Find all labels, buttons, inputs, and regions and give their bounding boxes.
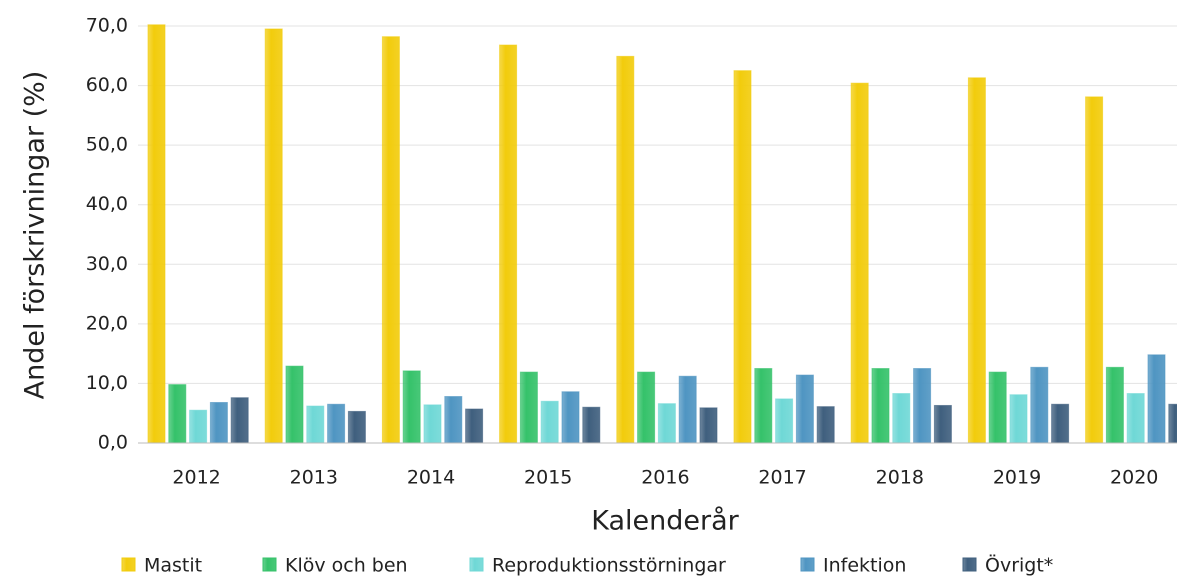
y-tick-label: 0,0 — [98, 432, 128, 454]
legend-label: Mastit — [144, 555, 202, 577]
legend-label: Infektion — [823, 555, 906, 577]
bar — [816, 406, 835, 444]
bar — [733, 70, 752, 444]
bar — [871, 368, 890, 444]
bar — [775, 398, 794, 444]
bar — [582, 406, 601, 444]
x-tick-label: 2014 — [407, 467, 455, 489]
bar — [754, 368, 773, 444]
x-axis-title: Kalenderår — [591, 506, 739, 537]
bar — [347, 410, 366, 444]
x-tick-label: 2017 — [758, 467, 806, 489]
bar — [1105, 366, 1124, 444]
bar — [1030, 366, 1049, 444]
legend-label: Reproduktionsstörningar — [492, 555, 726, 577]
bar — [850, 82, 869, 444]
legend-swatch — [962, 557, 977, 572]
bar — [444, 396, 463, 444]
bar — [147, 24, 166, 444]
bar — [168, 384, 187, 444]
bar — [892, 393, 911, 444]
bar — [1085, 96, 1104, 444]
legend-swatch — [800, 557, 815, 572]
bar — [1051, 403, 1070, 444]
bar — [1168, 403, 1177, 444]
y-tick-label: 30,0 — [86, 253, 128, 275]
bar — [264, 28, 283, 444]
x-tick-label: 2020 — [1110, 467, 1158, 489]
legend-label: Klöv och ben — [285, 555, 408, 577]
y-tick-label: 20,0 — [86, 312, 128, 334]
x-tick-label: 2018 — [876, 467, 924, 489]
bar — [499, 44, 518, 444]
bar — [657, 403, 676, 444]
bar — [381, 36, 400, 444]
bar — [327, 403, 346, 444]
bar — [209, 401, 228, 444]
legend-swatch — [469, 557, 484, 572]
x-tick-label: 2015 — [524, 467, 572, 489]
y-tick-label: 10,0 — [86, 372, 128, 394]
bar — [988, 371, 1007, 444]
y-tick-label: 60,0 — [86, 74, 128, 96]
bar — [230, 397, 249, 444]
bar — [465, 408, 484, 444]
y-axis-title: Andel förskrivningar (%) — [20, 71, 51, 400]
bar — [933, 404, 952, 444]
legend-swatch — [262, 557, 277, 572]
bar — [306, 405, 325, 444]
legend-swatch — [121, 557, 136, 572]
bar — [519, 371, 538, 444]
y-tick-label: 50,0 — [86, 134, 128, 156]
bar — [967, 77, 986, 444]
bar — [540, 400, 559, 444]
bar — [913, 368, 932, 444]
bar — [423, 404, 442, 444]
x-tick-label: 2013 — [290, 467, 338, 489]
bar — [699, 407, 718, 444]
bar — [1147, 354, 1166, 444]
bar — [616, 55, 635, 444]
bar — [561, 391, 580, 444]
bar — [637, 371, 656, 444]
bar — [1009, 394, 1028, 444]
legend-label: Övrigt* — [985, 554, 1053, 577]
bar — [402, 370, 421, 444]
y-tick-label: 70,0 — [86, 15, 128, 37]
bar — [285, 365, 304, 444]
bar — [189, 409, 208, 444]
x-tick-label: 2016 — [641, 467, 689, 489]
x-tick-label: 2012 — [172, 467, 220, 489]
bar — [1126, 393, 1145, 444]
y-tick-label: 40,0 — [86, 193, 128, 215]
x-tick-label: 2019 — [993, 467, 1041, 489]
bar — [678, 375, 697, 444]
bar — [795, 374, 814, 444]
